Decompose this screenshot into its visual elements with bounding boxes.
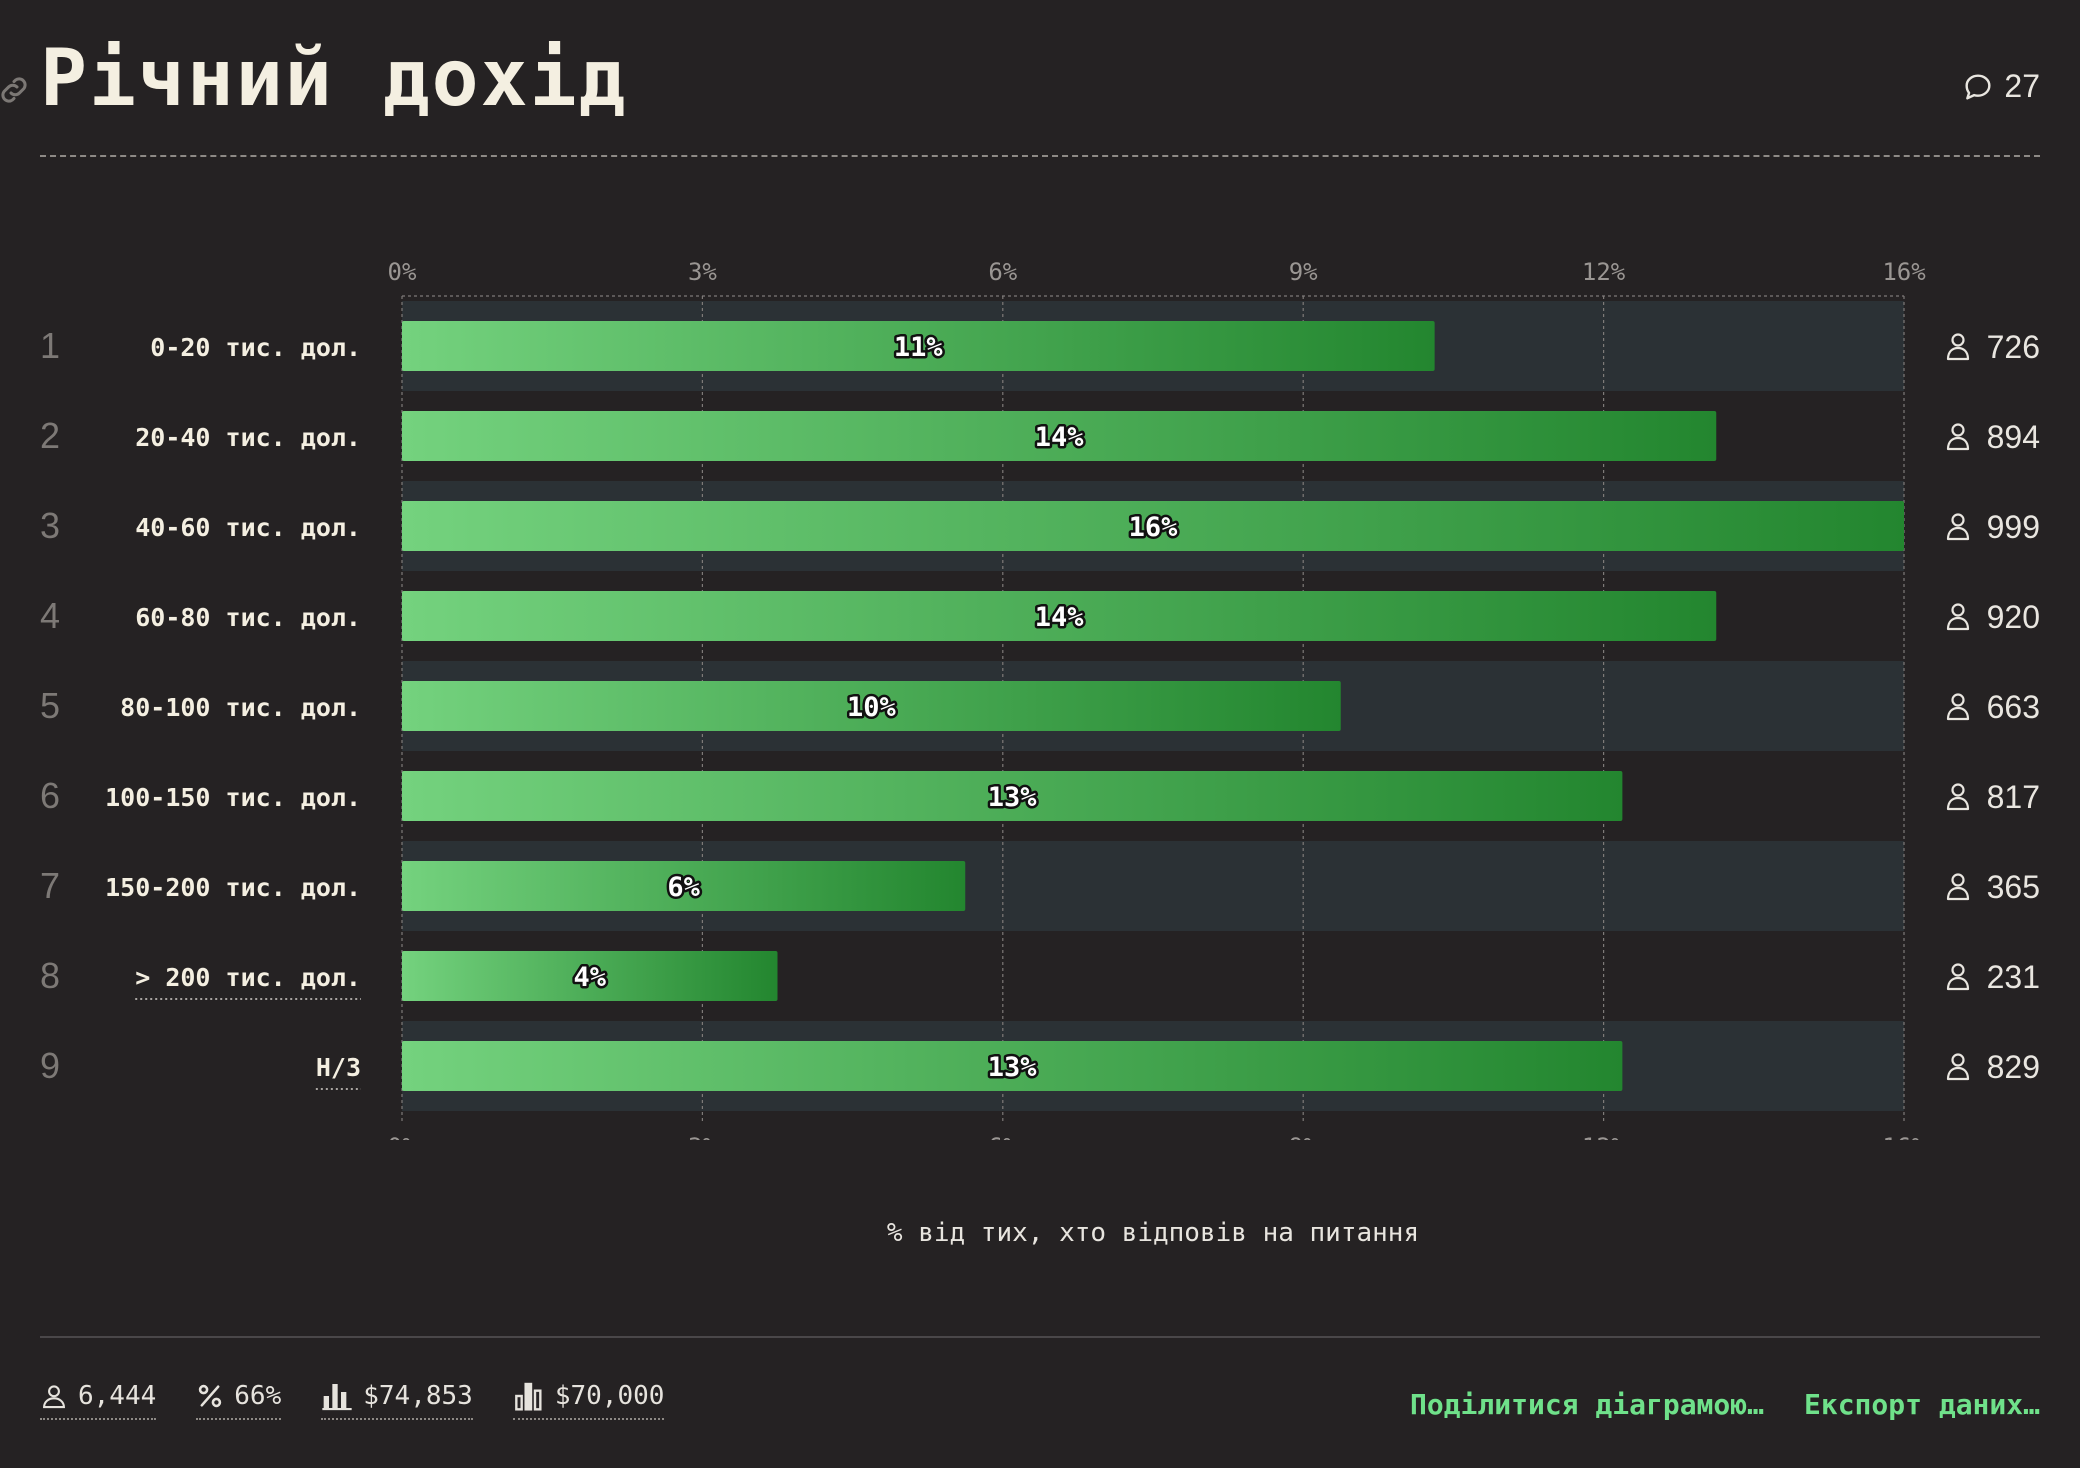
chart-header: Річний дохід 27 [1, 30, 2040, 157]
category-label: 40-60 тис. дол. [135, 513, 361, 542]
speech-bubble-icon [1965, 73, 1991, 100]
x-tick-label-top: 0% [388, 258, 417, 286]
category-label: 80-100 тис. дол. [120, 693, 361, 722]
person-icon [1946, 333, 1970, 361]
mean-stat[interactable]: $74,853 [321, 1380, 473, 1420]
bar[interactable] [402, 321, 1435, 371]
x-axis-title: % від тих, хто відповів на питання [886, 1218, 1420, 1248]
row-rank: 3 [40, 505, 60, 546]
x-tick-label-bottom: 12% [1582, 1133, 1626, 1140]
bar[interactable] [402, 951, 778, 1001]
respondents-value: 6,444 [78, 1381, 157, 1411]
bar-chart-icon [322, 1384, 352, 1411]
x-tick-label-bottom: 16% [1882, 1133, 1926, 1140]
x-tick-label-bottom: 0% [388, 1133, 417, 1140]
chart-footer: 6,444 66% $74,853 $70,000 Поділитися діа… [40, 1380, 2040, 1440]
link-icon[interactable] [0, 72, 32, 108]
respondent-count: 920 [1987, 599, 2040, 635]
bar-value-label: 14% [1035, 602, 1085, 633]
respondent-count: 817 [1987, 779, 2040, 815]
comments-button[interactable]: 27 [1962, 68, 2040, 105]
comments-count: 27 [2004, 68, 2040, 104]
person-icon [1946, 963, 1970, 991]
person-icon [1946, 513, 1970, 541]
bar-value-label: 13% [988, 782, 1038, 813]
bar[interactable] [402, 501, 1904, 551]
category-label: 0-20 тис. дол. [150, 333, 361, 362]
respondent-count: 365 [1987, 869, 2040, 905]
row-rank: 6 [40, 775, 60, 816]
respondent-count: 231 [1987, 959, 2040, 995]
person-icon [1946, 693, 1970, 721]
row-rank: 2 [40, 415, 60, 456]
respondent-count: 663 [1987, 689, 2040, 725]
row-rank: 9 [40, 1045, 60, 1086]
footer-divider [40, 1336, 2040, 1338]
bar[interactable] [402, 771, 1623, 821]
person-icon [1946, 783, 1970, 811]
percent-value: 66% [234, 1381, 282, 1411]
x-tick-label-top: 6% [988, 258, 1017, 286]
bar-value-label: 10% [847, 692, 897, 723]
bar[interactable] [402, 861, 966, 911]
mean-value: $74,853 [363, 1381, 473, 1411]
category-label: 60-80 тис. дол. [135, 603, 361, 632]
header-divider [40, 155, 2040, 157]
percent-stat[interactable]: 66% [196, 1380, 282, 1420]
percent-icon [199, 1384, 222, 1408]
bar-value-label: 4% [573, 962, 606, 993]
bar[interactable] [402, 591, 1717, 641]
category-label: 100-150 тис. дол. [105, 783, 361, 812]
export-data-link[interactable]: Експорт даних… [1803, 1388, 2040, 1421]
row-rank: 1 [40, 325, 60, 366]
page-title: Річний дохід [40, 34, 628, 124]
person-icon [1946, 873, 1970, 901]
median-stat[interactable]: $70,000 [512, 1380, 665, 1420]
x-tick-label-bottom: 3% [688, 1133, 717, 1140]
share-chart-link[interactable]: Поділитися діаграмою… [1409, 1388, 1764, 1421]
bar[interactable] [402, 411, 1717, 461]
bar[interactable] [402, 1041, 1623, 1091]
category-label: > 200 тис. дол. [135, 963, 361, 992]
x-tick-label-top: 3% [688, 258, 717, 286]
bar[interactable] [402, 681, 1341, 731]
bar-chart-icon [514, 1382, 542, 1411]
respondent-count: 726 [1987, 329, 2040, 365]
bar-value-label: 13% [988, 1052, 1038, 1083]
bar-value-label: 14% [1035, 422, 1085, 453]
bar-value-label: 6% [667, 872, 700, 903]
respondent-count: 999 [1987, 509, 2040, 545]
respondent-count: 829 [1987, 1049, 2040, 1085]
x-tick-label-top: 12% [1582, 258, 1626, 286]
category-label: 20-40 тис. дол. [135, 423, 361, 452]
median-value: $70,000 [554, 1381, 665, 1411]
row-rank: 7 [40, 865, 60, 906]
bar-value-label: 11% [894, 332, 944, 363]
person-icon [1946, 423, 1970, 451]
x-tick-label-bottom: 9% [1289, 1133, 1318, 1140]
bar-value-label: 16% [1129, 512, 1179, 543]
x-tick-label-top: 16% [1882, 258, 1926, 286]
category-label: Н/З [316, 1053, 361, 1082]
x-tick-label-top: 9% [1289, 258, 1318, 286]
row-rank: 8 [40, 955, 60, 996]
income-bar-chart: 0% 0% 3% 3% 6% 6% 9% 9% 12% 12% 16% 16% 11% 1 0-20 тис… [40, 258, 2040, 1140]
person-icon [43, 1385, 65, 1409]
row-rank: 5 [40, 685, 60, 726]
x-tick-label-bottom: 6% [988, 1133, 1017, 1140]
respondent-count: 894 [1987, 419, 2040, 455]
person-icon [1946, 1053, 1970, 1081]
category-label: 150-200 тис. дол. [105, 873, 361, 902]
person-icon [1946, 603, 1970, 631]
respondents-stat[interactable]: 6,444 [40, 1380, 157, 1420]
row-rank: 4 [40, 595, 60, 636]
